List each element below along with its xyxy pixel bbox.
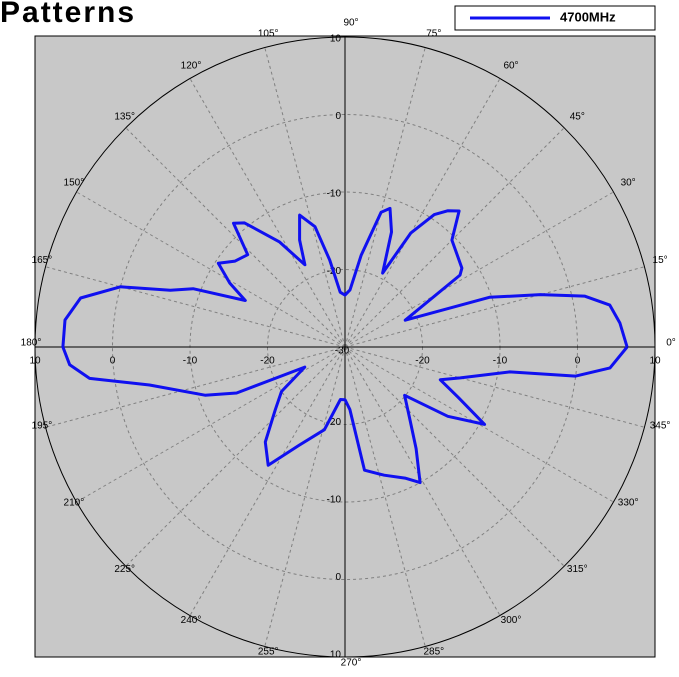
- grid-spoke: [344, 346, 565, 567]
- grid-spoke: [264, 47, 346, 348]
- r-tick-label: -20: [415, 356, 430, 367]
- r-tick-label: -20: [260, 356, 275, 367]
- angle-label: 135°: [114, 111, 135, 122]
- r-tick-label: -20: [327, 417, 342, 428]
- grid-spoke: [344, 191, 614, 348]
- angle-label: 105°: [258, 29, 279, 40]
- angle-label: 285°: [423, 647, 444, 658]
- grid-spoke: [45, 266, 346, 348]
- legend-label: 4700MHz: [560, 9, 616, 24]
- angle-label: 315°: [567, 564, 588, 575]
- grid-spoke: [344, 346, 645, 428]
- grid-spoke: [189, 346, 346, 616]
- grid-spoke: [344, 78, 501, 348]
- grid-spoke: [125, 346, 346, 567]
- grid-spoke: [344, 346, 426, 647]
- angle-label: 75°: [426, 29, 441, 40]
- r-tick-label: -10: [183, 356, 198, 367]
- angle-label: 15°: [653, 255, 668, 266]
- pattern-line: [61, 206, 629, 485]
- r-tick-label: -10: [493, 356, 508, 367]
- angle-label: 0°: [666, 338, 676, 349]
- r-tick-label: -10: [327, 495, 342, 506]
- grid-spoke: [189, 78, 346, 348]
- r-tick-label: 10: [330, 650, 342, 661]
- chart-title: Patterns: [0, 0, 136, 29]
- r-tick-label: -30: [335, 346, 350, 357]
- r-tick-label: -10: [327, 189, 342, 200]
- angle-label: 300°: [501, 615, 522, 626]
- grid-spoke: [45, 346, 346, 428]
- angle-label: 150°: [64, 178, 85, 189]
- angle-label: 60°: [503, 61, 518, 72]
- legend: 4700MHz: [454, 5, 656, 31]
- grid-spoke: [76, 346, 346, 503]
- angle-label: 210°: [64, 498, 85, 509]
- angle-label: 225°: [114, 564, 135, 575]
- angle-label: 165°: [32, 255, 53, 266]
- grid-spoke: [344, 47, 426, 348]
- angle-label: 30°: [621, 178, 636, 189]
- r-tick-label: 10: [649, 356, 661, 367]
- r-tick-label: 0: [575, 356, 581, 367]
- r-tick-label: 10: [330, 34, 342, 45]
- angle-label: 330°: [618, 498, 639, 509]
- r-tick-label: 10: [29, 356, 41, 367]
- r-tick-label: 0: [335, 111, 341, 122]
- grid-spoke: [344, 346, 501, 616]
- grid-spoke: [344, 266, 645, 348]
- angle-label: 195°: [32, 420, 53, 431]
- angle-label: 255°: [258, 647, 279, 658]
- angle-label: 345°: [650, 420, 671, 431]
- grid-spoke: [344, 127, 565, 348]
- grid-spoke: [125, 127, 346, 348]
- angle-label: 180°: [21, 338, 42, 349]
- angle-label: 270°: [341, 658, 362, 669]
- grid-spoke: [264, 346, 346, 647]
- grid-spoke: [344, 346, 614, 503]
- angle-label: 45°: [570, 111, 585, 122]
- r-tick-label: 0: [335, 572, 341, 583]
- grid-spoke: [76, 191, 346, 348]
- angle-label: 120°: [181, 61, 202, 72]
- r-tick-label: 0: [110, 356, 116, 367]
- angle-label: 90°: [343, 18, 358, 29]
- angle-label: 240°: [181, 615, 202, 626]
